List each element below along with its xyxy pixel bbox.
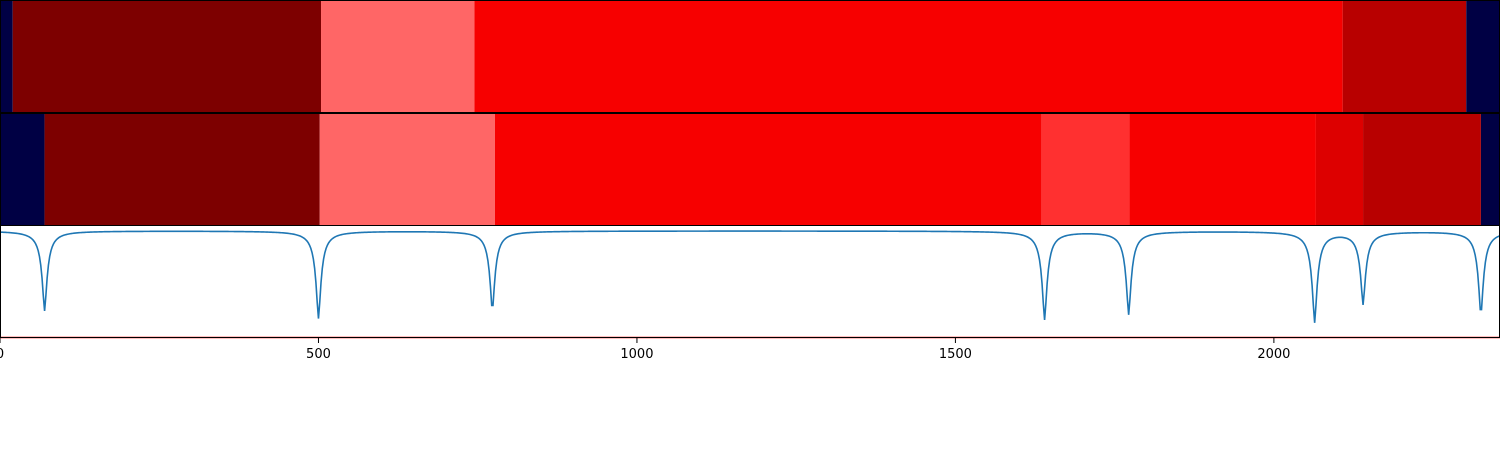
x-tick-label-0: 0 bbox=[0, 347, 4, 362]
line-plot-area bbox=[0, 231, 1500, 337]
heatmap-segment-1-2 bbox=[13, 1, 321, 113]
heatmap-segment-1-4 bbox=[475, 1, 1343, 113]
x-tick-label-1500: 1500 bbox=[939, 347, 972, 362]
heatmap-row-2 bbox=[0, 114, 1500, 226]
heatmap-row-1 bbox=[0, 1, 1500, 113]
heatmap-segment-2-8 bbox=[1363, 114, 1481, 226]
heatmap-segment-2-2 bbox=[45, 114, 320, 226]
heatmap-segment-1-1 bbox=[0, 1, 13, 113]
panel-frame-line bbox=[1, 226, 1500, 338]
x-tick-label-500: 500 bbox=[306, 347, 331, 362]
heatmap-segment-2-5 bbox=[1041, 114, 1129, 226]
heatmap-segment-2-4 bbox=[495, 114, 1041, 226]
heatmap-segment-2-6 bbox=[1129, 114, 1316, 226]
heatmap-segment-1-3 bbox=[321, 1, 475, 113]
heatmap-segment-2-9 bbox=[1481, 114, 1500, 226]
x-tick-label-1000: 1000 bbox=[620, 347, 653, 362]
series-line bbox=[0, 231, 1499, 323]
heatmap-segment-2-1 bbox=[0, 114, 45, 226]
heatmap-segment-2-7 bbox=[1316, 114, 1363, 226]
heatmap-segment-1-6 bbox=[1466, 1, 1500, 113]
x-axis: 0 500 1000 1500 2000 bbox=[0, 338, 1290, 362]
heatmap-segment-2-3 bbox=[320, 114, 495, 226]
x-tick-label-2000: 2000 bbox=[1257, 347, 1290, 362]
heatmap-segment-1-5 bbox=[1343, 1, 1467, 113]
